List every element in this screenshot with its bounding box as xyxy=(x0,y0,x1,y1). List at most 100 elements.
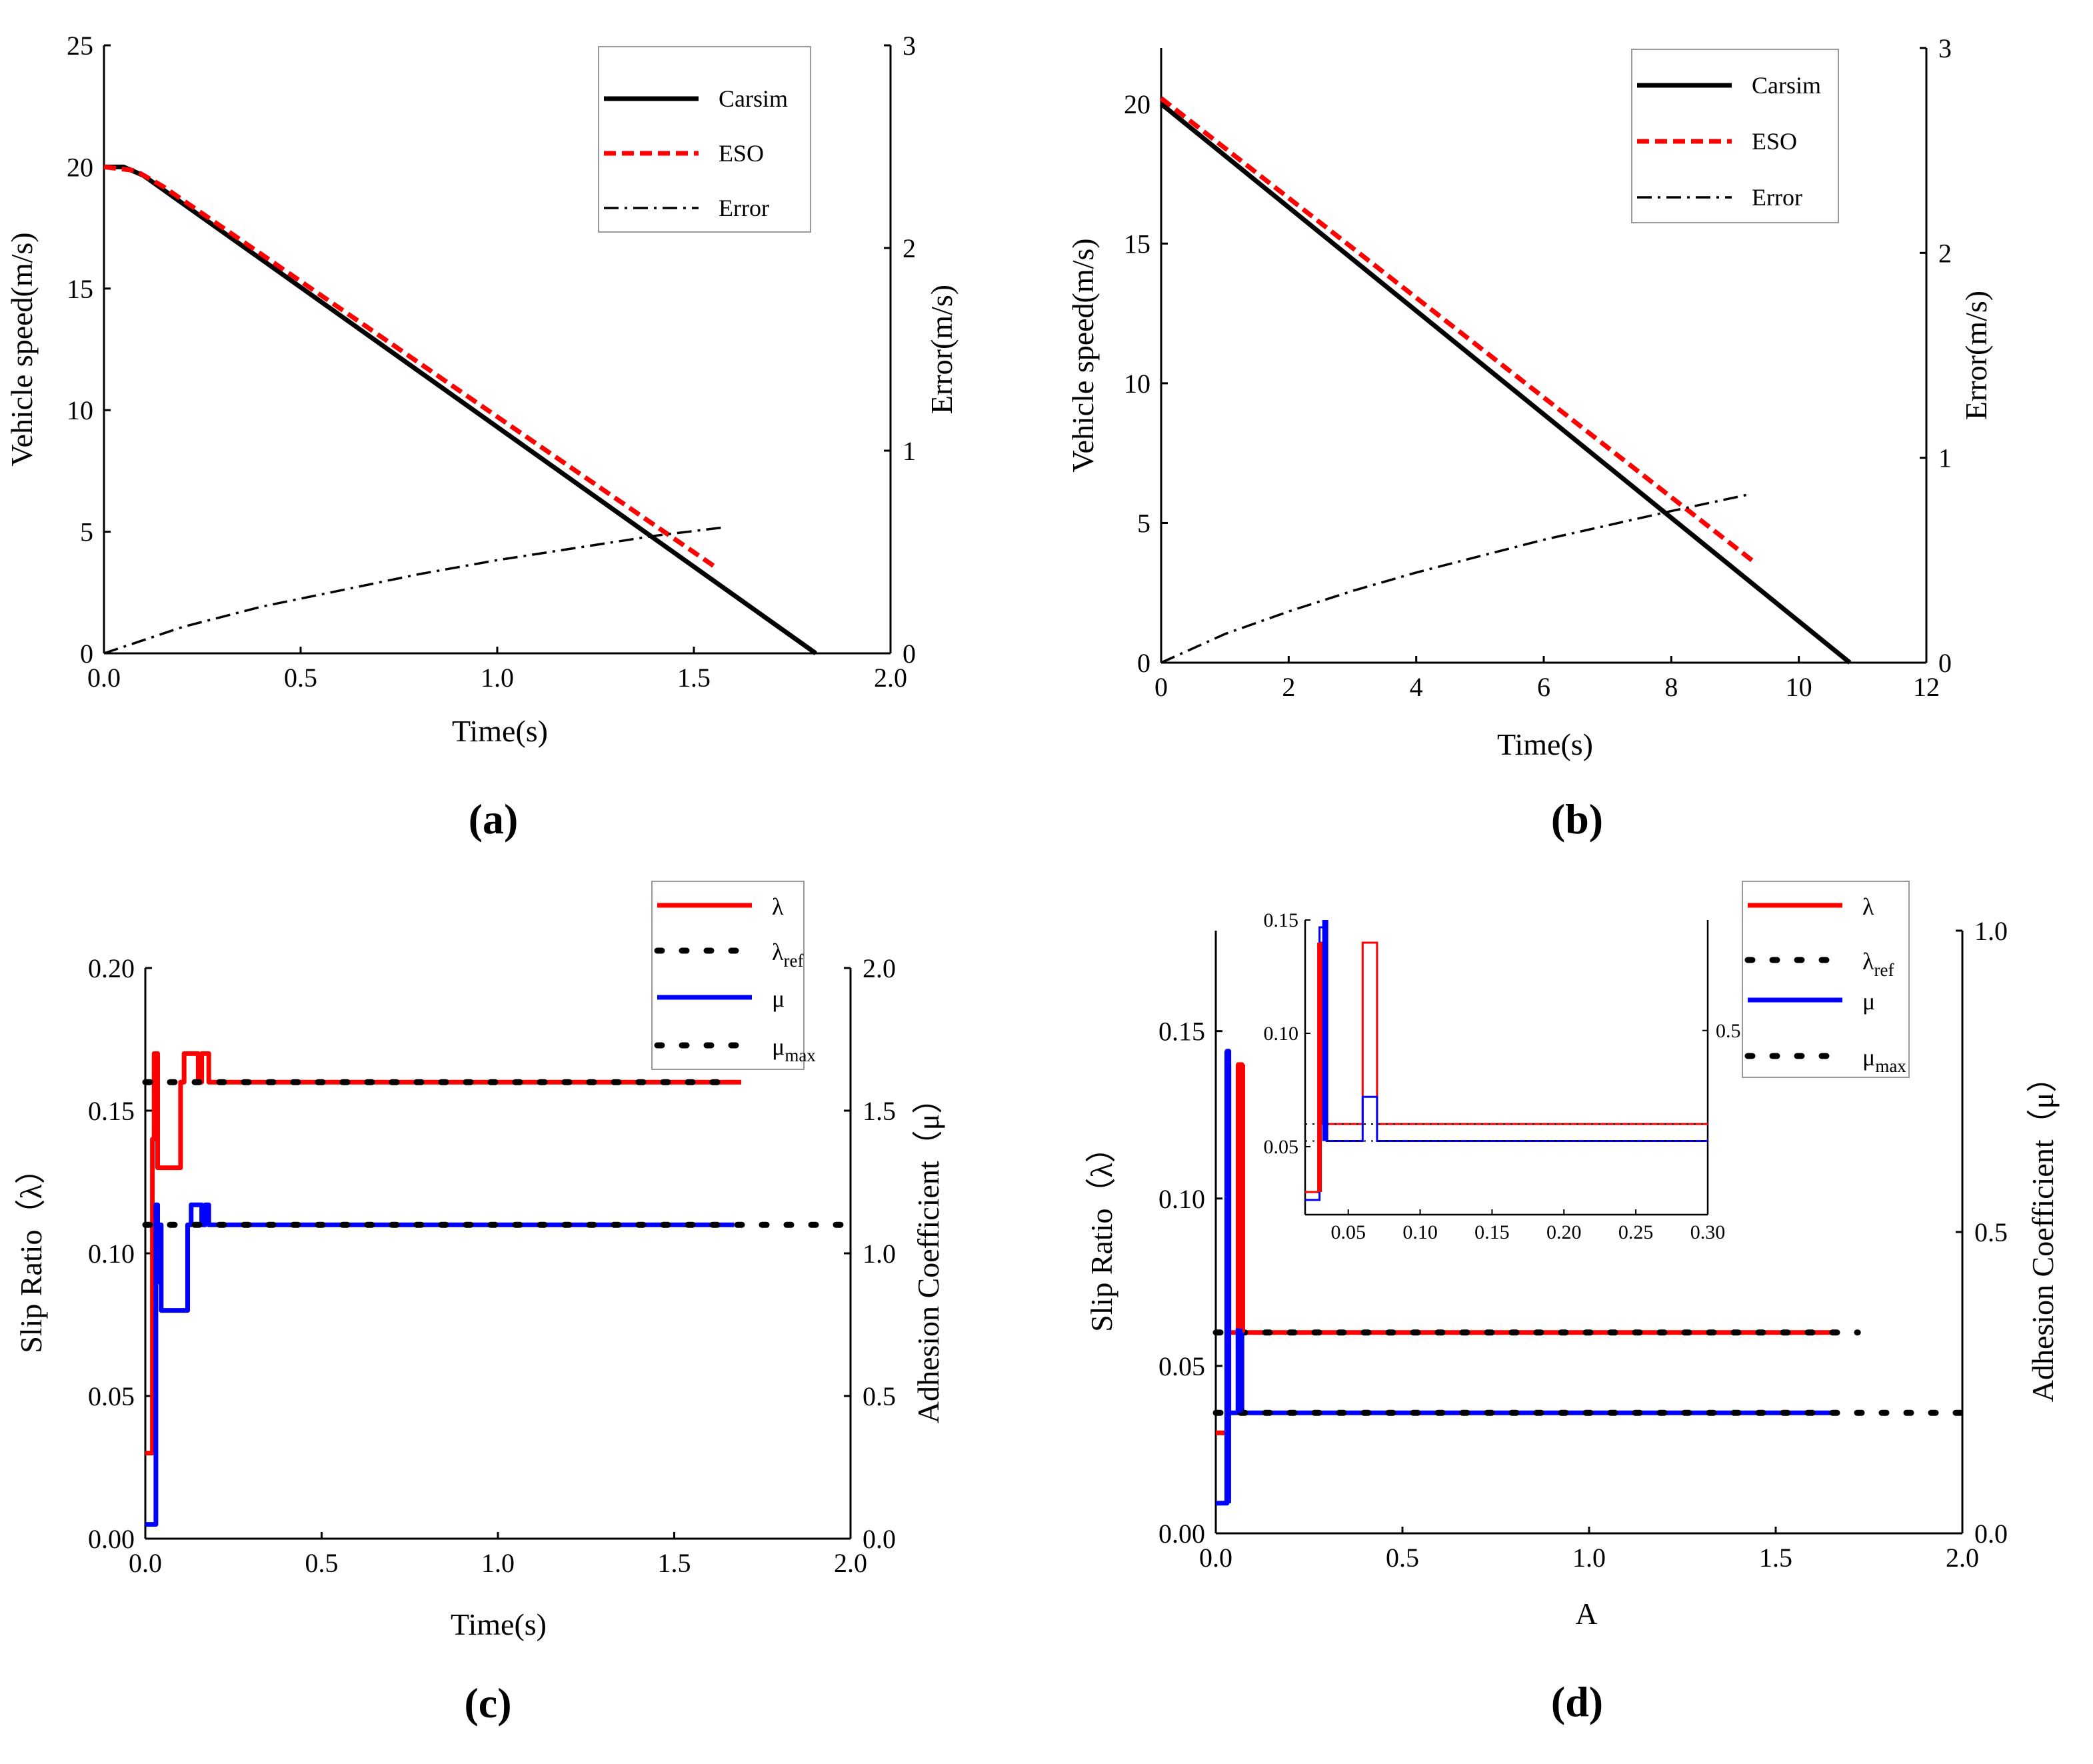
y-tick-label: 0.20 xyxy=(88,953,135,983)
panel-caption: (c) xyxy=(464,1679,511,1727)
y-axis-label: Slip Ratio（λ） xyxy=(14,1153,48,1353)
legend-label: λref xyxy=(772,939,803,971)
inset-background xyxy=(1305,920,1708,1215)
y2-tick-label: 1.0 xyxy=(863,1239,896,1269)
inset-x-tick-label: 0.25 xyxy=(1618,1221,1654,1243)
y2-tick-label: 1.0 xyxy=(1974,916,2008,946)
y-tick-label: 20 xyxy=(67,152,93,182)
y2-tick-label: 2 xyxy=(1938,238,1952,268)
y-axis-label: Vehicle speed(m/s) xyxy=(5,232,39,466)
x-tick-label: 0.5 xyxy=(305,1548,339,1578)
x-tick-label: 2.0 xyxy=(874,663,907,693)
x-tick-label: 0.0 xyxy=(87,663,121,693)
legend-box xyxy=(1742,881,1910,1078)
legend-label: μmax xyxy=(772,1033,816,1065)
inset-y-tick-label: 0.10 xyxy=(1264,1023,1299,1045)
y-tick-label: 0.00 xyxy=(1158,1519,1205,1549)
legend-label-subscript: ref xyxy=(783,951,803,971)
y-tick-label: 5 xyxy=(1137,508,1150,538)
y-tick-label: 0.10 xyxy=(1158,1184,1205,1214)
legend-label-subscript: max xyxy=(1875,1056,1906,1076)
y-tick-label: 15 xyxy=(1124,229,1150,259)
y-tick-label: 0 xyxy=(1137,648,1150,678)
y-tick-label: 0.05 xyxy=(1158,1351,1205,1381)
panel-caption: (d) xyxy=(1551,1678,1603,1725)
panel-a: 0.0 0.5 1.0 1.5 2.005101520250123Time(s)Vehi… xyxy=(5,31,959,843)
x-tick-label: 2.0 xyxy=(834,1548,867,1578)
y2-tick-label: 2 xyxy=(903,233,916,263)
panel-c: 0.0 0.5 1.0 1.5 2.0 0.00 0.05 0.10 0.15 0.20 0.0 0.… xyxy=(14,881,945,1727)
y2-tick-label: 1.5 xyxy=(863,1096,896,1126)
y2-tick-label: 0 xyxy=(903,639,916,669)
legend-label: Error xyxy=(719,195,769,221)
x-tick-label: 1.5 xyxy=(677,663,711,693)
y2-tick-label: 0.0 xyxy=(1974,1519,2008,1549)
y-axis-label: Vehicle speed(m/s) xyxy=(1066,238,1100,472)
x-axis-label: Time(s) xyxy=(452,714,548,748)
inset-y-tick-label: 0.15 xyxy=(1264,909,1299,931)
x-tick-label: 6 xyxy=(1537,672,1550,702)
x-tick-label: 2 xyxy=(1282,672,1295,702)
legend-label: μ xyxy=(772,985,785,1012)
x-tick-label: 1.0 xyxy=(481,1548,515,1578)
series-Error-line xyxy=(103,526,722,655)
y2-axis-label: Adhesion Coefficient（μ） xyxy=(911,1083,945,1424)
series-Carsim-line xyxy=(104,164,817,655)
y2-tick-label: 0 xyxy=(1938,648,1952,678)
series-ESO-line xyxy=(103,164,715,568)
y2-tick-label: 0.0 xyxy=(863,1524,896,1554)
y2-tick-label: 1 xyxy=(1938,443,1952,473)
y2-tick-label: 0.5 xyxy=(863,1381,896,1411)
y-tick-label: 15 xyxy=(67,274,93,304)
y2-tick-label: 2.0 xyxy=(863,953,896,983)
y2-axis-label: Error(m/s) xyxy=(1959,291,1993,420)
x-tick-label: 1.0 xyxy=(1572,1543,1606,1573)
legend-label-base: μ xyxy=(772,1033,785,1060)
y-tick-label: 0.00 xyxy=(88,1524,135,1554)
y-tick-label: 10 xyxy=(1124,369,1150,399)
x-tick-label: 4 xyxy=(1410,672,1423,702)
inset-y2-tick-label: 0.5 xyxy=(1716,1020,1741,1042)
x-tick-label: 2.0 xyxy=(1946,1543,1979,1573)
legend-box xyxy=(598,46,811,233)
legend-label-base: μ xyxy=(772,985,785,1012)
y2-axis-label: Error(m/s) xyxy=(925,285,959,414)
series-μ-line xyxy=(145,1202,735,1527)
y-tick-label: 20 xyxy=(1124,89,1150,119)
x-tick-label: 0.0 xyxy=(129,1548,162,1578)
x-tick-label: 1.5 xyxy=(1759,1543,1792,1573)
legend-label-base: λ xyxy=(1862,948,1874,975)
y2-tick-label: 3 xyxy=(903,31,916,61)
x-tick-label: 1.5 xyxy=(658,1548,691,1578)
legend-label: Carsim xyxy=(719,85,788,112)
series-Error-line xyxy=(1160,493,1748,664)
y-tick-label: 10 xyxy=(67,395,93,425)
y2-tick-label: 0.5 xyxy=(1974,1217,2008,1247)
legend-label-base: λ xyxy=(772,893,784,920)
x-tick-label: 0.5 xyxy=(1386,1543,1419,1573)
legend-label-base: μ xyxy=(1862,1044,1875,1071)
y-tick-label: 0.10 xyxy=(88,1239,135,1269)
y-tick-label: 0.15 xyxy=(1158,1017,1205,1047)
legend-box xyxy=(651,881,805,1070)
legend-label: ESO xyxy=(1752,128,1797,155)
panel-caption: (a) xyxy=(469,795,519,843)
inset-x-tick-label: 0.15 xyxy=(1474,1221,1510,1243)
y-tick-label: 0 xyxy=(80,639,93,669)
y-tick-label: 5 xyxy=(80,517,93,547)
x-tick-label: 1.0 xyxy=(481,663,514,693)
x-tick-label: 12 xyxy=(1913,672,1940,702)
legend-label: Error xyxy=(1752,184,1802,211)
x-tick-label: 8 xyxy=(1664,672,1678,702)
y-tick-label: 0.15 xyxy=(88,1096,135,1126)
legend-label: Carsim xyxy=(1752,72,1821,99)
x-tick-label: 10 xyxy=(1786,672,1812,702)
panel-d: 0.0 0.5 1.0 1.5 2.0 0.00 0.05 0.10 0.15 0.0 0.5 1.0… xyxy=(1084,881,2060,1725)
legend-label-subscript: ref xyxy=(1874,960,1894,980)
inset-y-tick-label: 0.05 xyxy=(1264,1136,1299,1158)
y2-tick-label: 3 xyxy=(1938,33,1952,63)
legend-label-base: λ xyxy=(1862,893,1874,920)
legend-label: λ xyxy=(772,893,784,920)
x-tick-label: 0.0 xyxy=(1199,1543,1232,1573)
